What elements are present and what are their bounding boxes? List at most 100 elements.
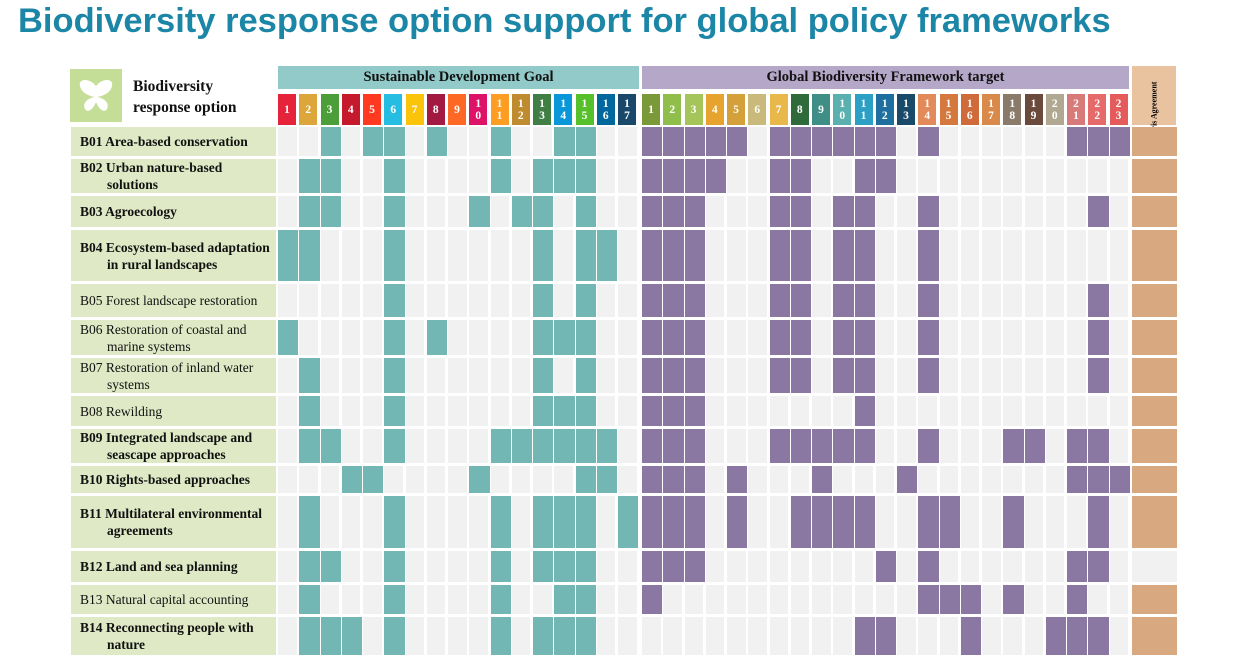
sdg-column-header: 1 2 (511, 94, 530, 125)
empty-cell (341, 230, 361, 281)
gbf-support-cell (769, 320, 790, 355)
paris-group-header (1132, 66, 1176, 125)
gbf-support-cell (1067, 617, 1088, 655)
gbf-support-cell (854, 127, 875, 156)
empty-cell (511, 320, 531, 355)
empty-cell (511, 284, 531, 317)
empty-cell (705, 320, 725, 355)
response-option-text: B10 Rights-based approaches (80, 472, 251, 487)
gbf-support-cell (1003, 585, 1024, 614)
sdg-support-cell (533, 496, 554, 548)
sdg-support-cell (320, 196, 341, 227)
gbf-support-cell (705, 127, 726, 156)
empty-cell (748, 551, 767, 582)
empty-cell (363, 551, 382, 582)
empty-cell (748, 617, 767, 655)
empty-cell (363, 230, 382, 281)
empty-cell (1088, 396, 1107, 426)
empty-cell (405, 551, 424, 582)
empty-cell (448, 617, 467, 655)
sdg-column-header: 1 3 (533, 94, 551, 125)
gbf-support-cell (833, 284, 854, 317)
empty-cell (341, 585, 361, 614)
sdg-support-cell (384, 496, 405, 548)
empty-cell (1109, 617, 1128, 655)
empty-cell (748, 196, 767, 227)
empty-cell (278, 585, 297, 614)
gbf-column-header: 1 1 (854, 94, 873, 125)
gbf-support-cell (790, 429, 811, 463)
empty-cell (705, 617, 725, 655)
empty-cell (426, 585, 446, 614)
gbf-support-cell (960, 585, 981, 614)
empty-cell (1024, 617, 1043, 655)
gbf-support-cell (918, 320, 939, 355)
gbf-support-cell (1067, 127, 1088, 156)
empty-cell (939, 358, 958, 393)
empty-cell (960, 320, 980, 355)
empty-cell (833, 396, 852, 426)
gbf-support-cell (642, 466, 663, 493)
empty-cell (705, 284, 725, 317)
empty-cell (1045, 159, 1065, 193)
empty-cell (448, 551, 467, 582)
gbf-support-cell (769, 159, 790, 193)
gbf-column-header: 1 7 (982, 94, 1000, 125)
empty-cell (1024, 496, 1043, 548)
empty-cell (897, 396, 916, 426)
gbf-support-cell (684, 320, 705, 355)
empty-cell (341, 429, 361, 463)
empty-cell (490, 230, 509, 281)
empty-cell (426, 617, 446, 655)
empty-cell (642, 617, 661, 655)
sdg-support-cell (554, 429, 575, 463)
empty-cell (812, 284, 831, 317)
empty-cell (618, 230, 637, 281)
empty-cell (618, 466, 637, 493)
empty-cell (748, 320, 767, 355)
empty-cell (299, 127, 318, 156)
sdg-support-cell (554, 320, 575, 355)
gbf-support-cell (663, 196, 684, 227)
sdg-column-header: 9 (448, 94, 466, 125)
empty-cell (554, 358, 573, 393)
gbf-support-cell (1067, 429, 1088, 463)
empty-cell (405, 320, 424, 355)
empty-cell (618, 320, 637, 355)
empty-cell (405, 230, 424, 281)
sdg-support-cell (363, 466, 384, 493)
empty-cell (1045, 230, 1065, 281)
sdg-support-cell (426, 320, 447, 355)
sdg-support-cell (384, 429, 405, 463)
empty-cell (1045, 127, 1065, 156)
empty-cell (511, 396, 531, 426)
empty-cell (939, 617, 958, 655)
empty-cell (897, 159, 916, 193)
gbf-support-cell (854, 159, 875, 193)
gbf-support-cell (642, 551, 663, 582)
gbf-support-cell (790, 496, 811, 548)
empty-cell (490, 396, 509, 426)
gbf-support-cell (833, 429, 854, 463)
empty-cell (490, 196, 509, 227)
sdg-support-cell (384, 230, 405, 281)
empty-cell (769, 466, 788, 493)
empty-cell (684, 585, 703, 614)
sdg-support-cell (575, 127, 596, 156)
empty-cell (469, 585, 488, 614)
paris-label: Paris Agreement (1137, 81, 1171, 138)
empty-cell (1067, 159, 1086, 193)
empty-cell (812, 196, 831, 227)
empty-cell (278, 358, 297, 393)
gbf-column-header: 5 (727, 94, 745, 125)
empty-cell (1045, 358, 1065, 393)
empty-cell (320, 466, 339, 493)
gbf-support-cell (875, 159, 896, 193)
empty-cell (618, 159, 637, 193)
gbf-support-cell (1067, 466, 1088, 493)
response-option-text: B14 Reconnecting people with nature (80, 620, 254, 652)
gbf-support-cell (642, 358, 663, 393)
empty-cell (363, 585, 382, 614)
empty-cell (727, 396, 746, 426)
empty-cell (426, 429, 446, 463)
